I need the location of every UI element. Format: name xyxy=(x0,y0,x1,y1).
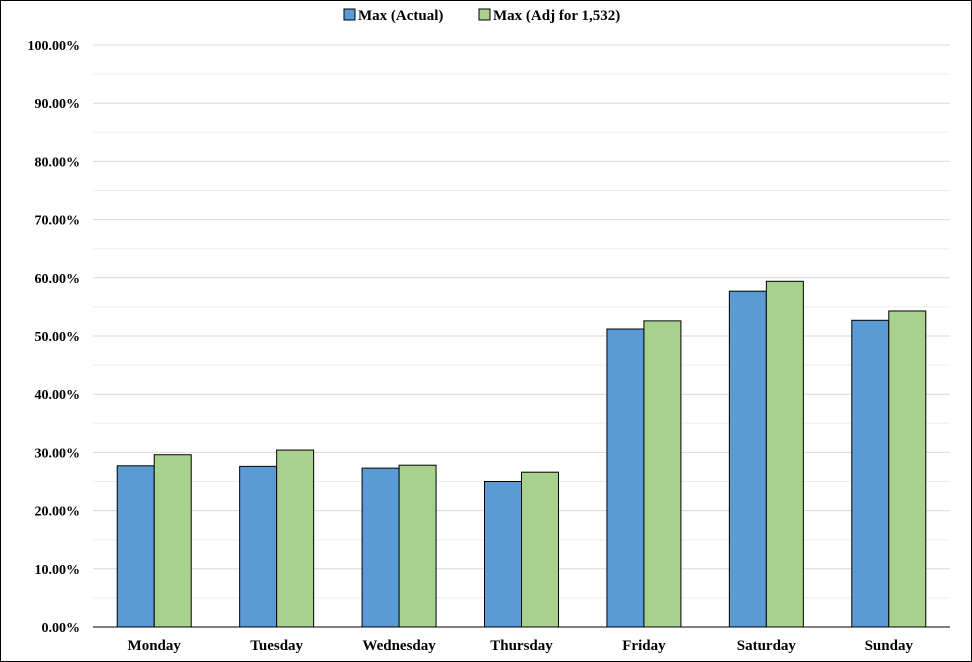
x-category-label: Thursday xyxy=(490,638,553,654)
x-category-label: Friday xyxy=(622,638,666,654)
x-category-label: Saturday xyxy=(737,638,797,654)
y-tick-label: 80.00% xyxy=(35,155,81,170)
bars xyxy=(116,280,927,628)
bar-wednesday-max-adj xyxy=(398,464,437,628)
bar-sunday-max-actual xyxy=(851,319,890,628)
x-category-label: Tuesday xyxy=(250,638,303,654)
y-tick-label: 0.00% xyxy=(42,621,81,636)
y-tick-label: 30.00% xyxy=(35,446,81,461)
y-tick-label: 70.00% xyxy=(35,214,81,229)
x-category-label: Sunday xyxy=(865,638,914,654)
y-tick-label: 10.00% xyxy=(35,563,81,578)
y-tick-label: 50.00% xyxy=(35,330,81,345)
legend-swatch-max-adj xyxy=(478,8,491,21)
bar-thursday-max-adj xyxy=(521,471,559,628)
legend-label-max-adj: Max (Adj for 1,532) xyxy=(493,8,620,24)
x-category-label: Wednesday xyxy=(362,638,436,654)
y-tick-label: 90.00% xyxy=(35,97,81,112)
x-category-label: Monday xyxy=(128,638,182,654)
bar-saturday-max-adj xyxy=(765,280,804,628)
bar-wednesday-max-actual xyxy=(361,467,400,628)
bar-sunday-max-adj xyxy=(888,310,927,628)
x-axis-category-labels: Monday Tuesday Wednesday Thursday Friday Satu… xyxy=(128,638,914,654)
bar-tuesday-max-adj xyxy=(276,449,315,628)
bar-thursday-max-actual xyxy=(484,481,522,628)
y-tick-label: 40.00% xyxy=(35,388,81,403)
y-tick-label: 100.00% xyxy=(28,39,81,54)
bar-friday-max-adj xyxy=(643,320,682,628)
y-tick-label: 60.00% xyxy=(35,272,81,287)
legend: Max (Actual) Max (Adj for 1,532) xyxy=(343,8,620,24)
bar-monday-max-adj xyxy=(153,454,192,628)
bar-saturday-max-actual xyxy=(728,290,767,628)
legend-swatch-max-actual xyxy=(343,8,356,21)
bar-tuesday-max-actual xyxy=(239,465,278,628)
legend-label-max-actual: Max (Actual) xyxy=(358,8,443,24)
bar-friday-max-actual xyxy=(606,328,645,628)
bar-monday-max-actual xyxy=(116,465,155,628)
y-tick-label: 20.00% xyxy=(35,505,81,520)
y-axis-tick-labels: 0.00% 10.00% 20.00% 30.00% 40.00% 50.00% 60.00… xyxy=(28,39,81,636)
